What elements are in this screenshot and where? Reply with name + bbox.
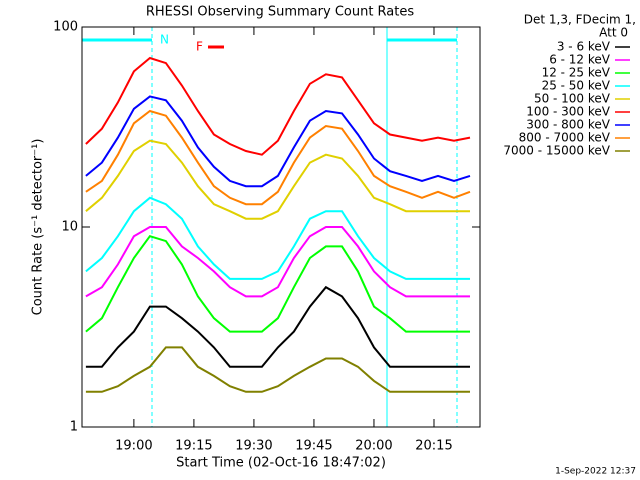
legend-label: 800 - 7000 keV	[519, 131, 611, 145]
legend-header: Att 0	[599, 26, 628, 40]
series-line	[85, 285, 470, 368]
series-line	[85, 235, 470, 333]
legend-label: 25 - 50 keV	[542, 79, 611, 93]
annotation: F	[196, 40, 203, 54]
series-line	[85, 196, 470, 280]
series-line	[85, 139, 470, 220]
series-line	[85, 226, 470, 298]
legend-header: Det 1,3, FDecim 1,	[524, 13, 636, 27]
series-line	[85, 56, 471, 156]
legend-label: 100 - 300 keV	[526, 105, 610, 119]
y-axis-label: Count Rate (s⁻¹ detector⁻¹)	[31, 139, 46, 316]
legend-label: 300 - 800 keV	[526, 118, 610, 132]
annotation: N	[160, 33, 169, 47]
y-tick-label: 100	[53, 20, 78, 35]
x-tick-label: 19:45	[295, 439, 332, 454]
x-tick-label: 20:00	[355, 439, 392, 454]
footer: 1-Sep-2022 12:37	[555, 467, 636, 477]
legend-label: 50 - 100 keV	[534, 92, 611, 106]
legend-label: 7000 - 15000 keV	[503, 144, 610, 158]
x-tick-label: 19:00	[115, 439, 152, 454]
series-line	[85, 95, 471, 188]
chart-title: RHESSI Observing Summary Count Rates	[146, 5, 415, 20]
legend-label: 3 - 6 keV	[557, 40, 611, 54]
x-tick-label: 19:15	[175, 439, 212, 454]
x-tick-label: 19:30	[235, 439, 272, 454]
x-axis-label: Start Time (02-Oct-16 18:47:02)	[176, 456, 386, 471]
y-tick-label: 10	[61, 220, 78, 235]
x-tick-label: 20:15	[415, 439, 452, 454]
series-line	[85, 109, 471, 206]
y-tick-label: 1	[70, 420, 78, 435]
legend-label: 12 - 25 keV	[542, 66, 611, 80]
series-line	[85, 346, 470, 393]
legend-label: 6 - 12 keV	[549, 53, 611, 67]
